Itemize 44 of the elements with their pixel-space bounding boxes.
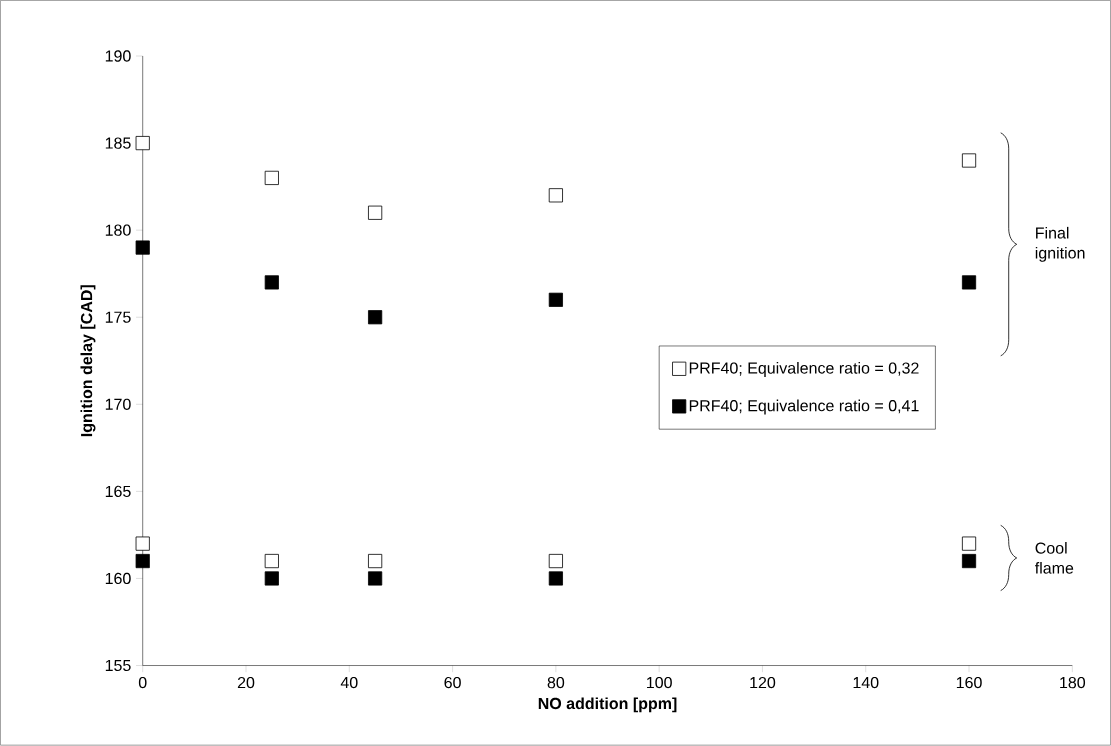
point bbox=[368, 571, 383, 586]
x-tick-label: 40 bbox=[340, 677, 358, 689]
y-tick-label: 155 bbox=[105, 660, 131, 672]
point bbox=[264, 275, 279, 290]
y-tick-label: 160 bbox=[105, 573, 131, 585]
x-tick-label: 0 bbox=[138, 677, 147, 689]
y-tick-label: 185 bbox=[105, 137, 131, 149]
legend-label: PRF40; Equivalence ratio = 0,32 bbox=[689, 362, 919, 378]
point bbox=[135, 536, 150, 551]
x-tick-label: 20 bbox=[237, 677, 255, 689]
point bbox=[548, 571, 563, 586]
point bbox=[264, 571, 279, 586]
point bbox=[135, 136, 150, 151]
point bbox=[961, 153, 977, 168]
y-tick-label: 180 bbox=[105, 224, 131, 237]
point bbox=[368, 310, 383, 325]
point bbox=[961, 554, 977, 569]
annotation: Cool flame bbox=[1034, 542, 1074, 574]
y-tick-label: 175 bbox=[105, 311, 131, 324]
x-tick-label: 180 bbox=[1060, 677, 1086, 689]
x-tick-label: 60 bbox=[444, 677, 461, 689]
y-tick-label: 165 bbox=[105, 485, 131, 498]
point bbox=[961, 536, 977, 551]
y-tick-label: 170 bbox=[105, 398, 131, 411]
point bbox=[264, 554, 279, 569]
point bbox=[548, 292, 563, 308]
point bbox=[548, 554, 563, 569]
annotation: Final ignition bbox=[1035, 227, 1085, 263]
point bbox=[961, 275, 977, 290]
y-tick-label: 190 bbox=[105, 50, 131, 62]
x-tick-label: 140 bbox=[853, 677, 879, 689]
x-axis-title: NO addition [ppm] bbox=[538, 697, 677, 713]
x-tick-label: 120 bbox=[750, 677, 776, 689]
legend-label: PRF40; Equivalence ratio = 0,41 bbox=[689, 399, 919, 415]
x-tick-label: 100 bbox=[647, 677, 672, 689]
point bbox=[135, 240, 150, 255]
point bbox=[368, 554, 383, 569]
point bbox=[135, 554, 150, 569]
point bbox=[548, 188, 563, 203]
point bbox=[368, 205, 383, 221]
point bbox=[264, 171, 279, 186]
x-tick-label: 160 bbox=[956, 677, 982, 689]
y-axis-title: Ignition delay [CAD] bbox=[80, 285, 96, 437]
x-tick-label: 80 bbox=[547, 677, 565, 689]
